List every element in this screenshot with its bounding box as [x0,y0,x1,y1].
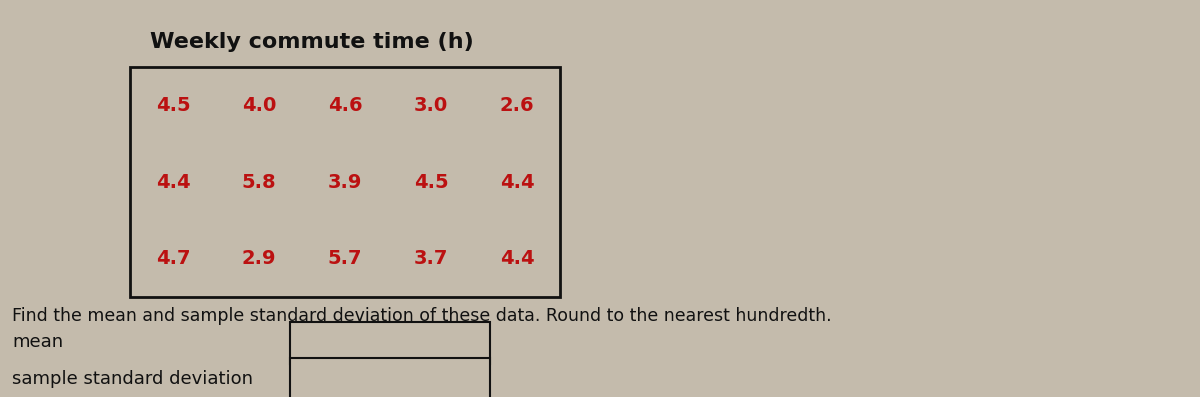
Text: mean: mean [12,333,64,351]
Text: 2.9: 2.9 [241,249,276,268]
Text: 3.0: 3.0 [414,96,448,115]
Text: Weekly commute time (h): Weekly commute time (h) [150,32,474,52]
Bar [130,67,560,297]
Text: 5.8: 5.8 [241,173,276,191]
Bar [290,358,490,397]
Text: sample standard deviation: sample standard deviation [12,370,253,388]
Text: 4.4: 4.4 [499,173,534,191]
Text: 3.9: 3.9 [328,173,362,191]
Text: 5.7: 5.7 [328,249,362,268]
Text: 4.5: 4.5 [156,96,191,115]
Text: 4.7: 4.7 [156,249,191,268]
Text: 4.5: 4.5 [414,173,449,191]
Text: Find the mean and sample standard deviation of these data. Round to the nearest : Find the mean and sample standard deviat… [12,307,832,325]
Text: 3.7: 3.7 [414,249,448,268]
Text: 4.6: 4.6 [328,96,362,115]
Text: 4.0: 4.0 [242,96,276,115]
Bar [290,322,490,364]
Text: 4.4: 4.4 [156,173,191,191]
Text: 2.6: 2.6 [499,96,534,115]
Text: 4.4: 4.4 [499,249,534,268]
